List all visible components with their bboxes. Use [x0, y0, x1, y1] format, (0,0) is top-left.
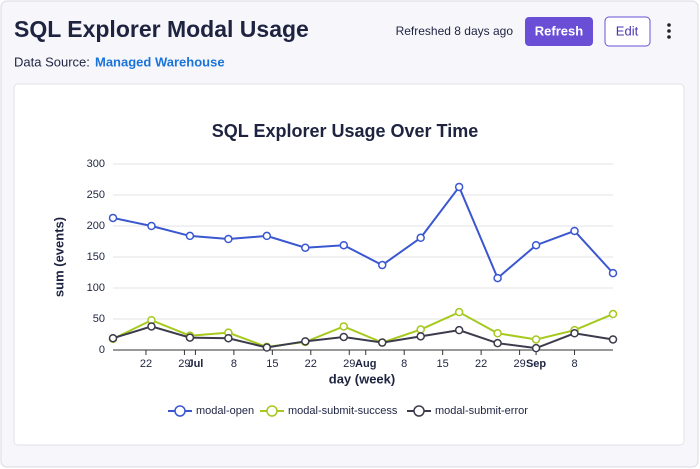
- data-point: [147, 221, 156, 231]
- y-tick-label: 300: [87, 158, 105, 170]
- refreshed-note: Refreshed 8 days ago: [396, 24, 514, 38]
- y-tick-label: 200: [87, 220, 105, 232]
- data-point: [454, 307, 464, 317]
- x-tick-label: 29: [513, 358, 525, 370]
- y-tick-label: 0: [99, 344, 105, 356]
- data-source-link[interactable]: Managed Warehouse: [95, 54, 225, 69]
- x-tick-label: 29: [343, 358, 355, 370]
- series-line: [112, 325, 614, 350]
- data-point: [185, 333, 195, 342]
- x-tick-label: 29: [178, 358, 190, 370]
- legend-marker: [413, 405, 425, 417]
- data-point: [224, 333, 233, 343]
- legend-label: modal-submit-error: [435, 405, 528, 417]
- y-tick-label: 100: [87, 282, 105, 294]
- data-point: [416, 332, 425, 341]
- data-point: [301, 337, 310, 346]
- legend-marker: [266, 405, 278, 417]
- data-point: [377, 338, 387, 347]
- chart-card: [13, 83, 685, 446]
- data-point: [416, 233, 425, 243]
- data-point: [224, 234, 233, 244]
- data-point: [454, 325, 464, 335]
- data-point: [185, 231, 195, 241]
- data-point: [531, 240, 541, 250]
- x-tick-label: 22: [140, 358, 152, 370]
- data-point: [339, 240, 349, 250]
- refresh-button[interactable]: [525, 17, 593, 46]
- edit-button[interactable]: [604, 16, 651, 47]
- edit-button-label[interactable]: Edit: [616, 23, 639, 38]
- x-tick-label: 22: [475, 358, 487, 370]
- data-point: [570, 329, 579, 338]
- legend-marker: [174, 405, 186, 417]
- data-point: [493, 273, 502, 283]
- data-point: [608, 268, 618, 278]
- data-point: [147, 322, 156, 331]
- data-point: [301, 243, 310, 252]
- refresh-button-label[interactable]: Refresh: [535, 23, 583, 38]
- data-point: [570, 226, 579, 236]
- y-tick-label: 250: [87, 189, 105, 201]
- legend-label: modal-open: [196, 405, 254, 417]
- data-point: [493, 338, 502, 348]
- chart-title: SQL Explorer Usage Over Time: [212, 121, 478, 141]
- data-point: [531, 343, 541, 353]
- series-line: [112, 184, 614, 280]
- y-tick-label: 150: [87, 251, 105, 263]
- series-line: [112, 311, 614, 348]
- y-tick-label: 50: [93, 313, 105, 325]
- more-menu[interactable]: [667, 23, 671, 39]
- x-tick-label: 15: [437, 358, 449, 370]
- page-title: SQL Explorer Modal Usage: [14, 16, 309, 42]
- data-point: [339, 332, 349, 342]
- legend-label: modal-submit-success: [288, 405, 398, 417]
- x-tick-label: 8: [571, 358, 577, 370]
- x-tick-label: Jul: [187, 358, 203, 370]
- data-point: [339, 322, 349, 331]
- x-tick-label: 15: [266, 358, 278, 370]
- data-point: [416, 325, 425, 334]
- data-point: [262, 343, 272, 352]
- data-point: [108, 333, 118, 343]
- x-tick-label: 8: [401, 358, 407, 370]
- data-point: [531, 335, 541, 344]
- data-point: [108, 213, 118, 223]
- data-point: [454, 182, 464, 192]
- data-point: [608, 309, 618, 319]
- x-tick-label: 22: [305, 358, 317, 370]
- data-point: [262, 231, 272, 241]
- data-point: [608, 335, 618, 344]
- data-source-label: Data Source:: [14, 54, 90, 69]
- data-point: [493, 329, 502, 338]
- x-tick-label: Sep: [526, 358, 546, 370]
- x-tick-label: Aug: [355, 358, 376, 370]
- y-axis-label: sum (events): [51, 217, 66, 297]
- data-point: [377, 260, 387, 270]
- x-axis-label: day (week): [329, 371, 395, 386]
- x-tick-label: 8: [231, 358, 237, 370]
